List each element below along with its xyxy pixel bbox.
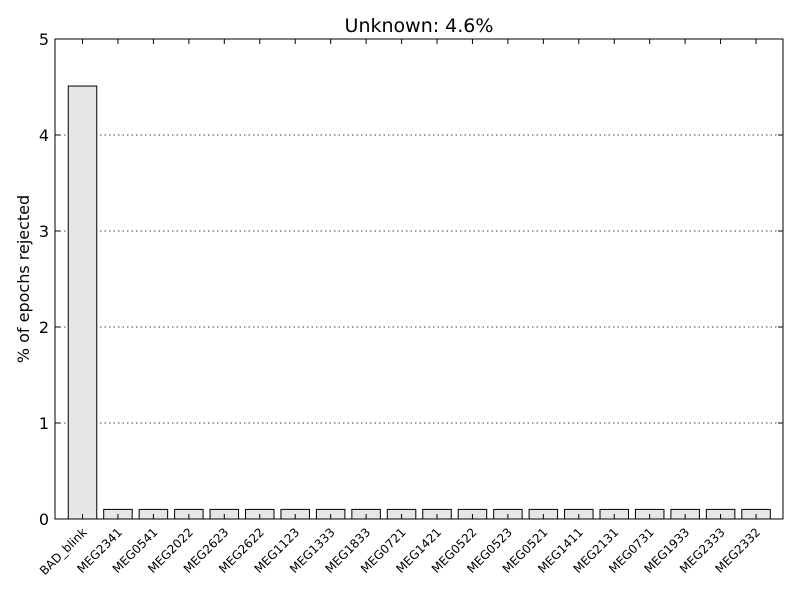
- y-tick-label-3: 3: [39, 222, 49, 241]
- chart-title: Unknown: 4.6%: [345, 15, 494, 37]
- y-tick-label-0: 0: [39, 510, 49, 529]
- bar-bad_blink: [67, 85, 98, 520]
- bars: [67, 85, 771, 520]
- y-axis-label: % of epochs rejected: [14, 195, 33, 363]
- y-tick-label-5: 5: [39, 30, 49, 49]
- grid-lines: [55, 134, 783, 424]
- y-tick-label-2: 2: [39, 318, 49, 337]
- axis-ticks: 012345BAD_blinkMEG2341MEG0541MEG2022MEG2…: [37, 30, 783, 578]
- y-tick-label-4: 4: [39, 126, 49, 145]
- y-tick-label-1: 1: [39, 414, 49, 433]
- plot-frame: [54, 38, 784, 520]
